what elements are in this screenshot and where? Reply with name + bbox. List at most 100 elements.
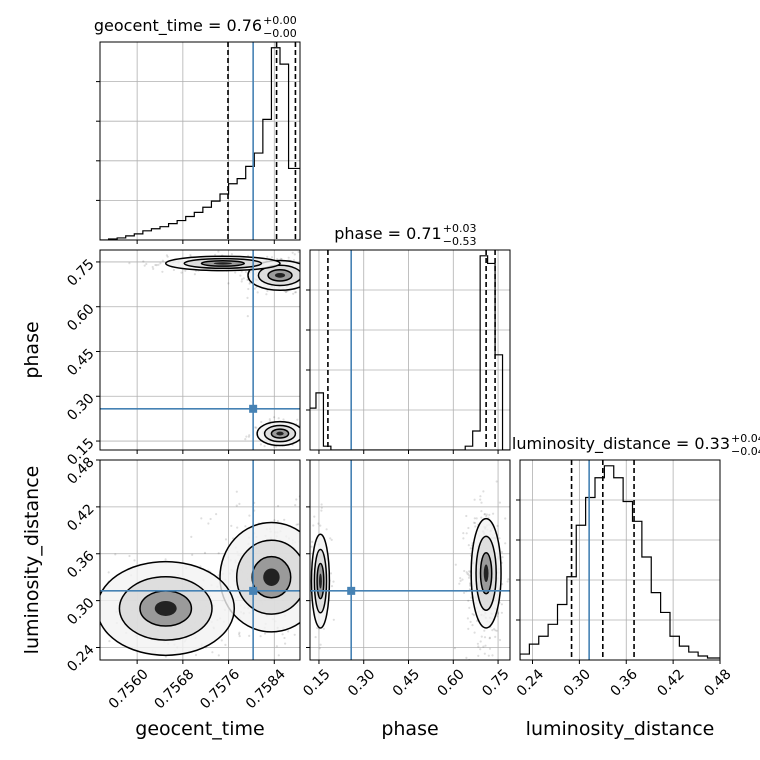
scatter-point [287, 630, 290, 633]
scatter-point [495, 480, 498, 483]
scatter-point [93, 571, 95, 573]
scatter-point [302, 579, 304, 581]
scatter-point [303, 276, 305, 278]
scatter-point [72, 640, 74, 642]
density-peak [213, 262, 233, 265]
scatter-point [307, 545, 309, 547]
scatter-point [500, 611, 503, 614]
scatter-point [154, 263, 157, 267]
scatter-point [235, 490, 238, 493]
scatter-point [487, 654, 490, 657]
scatter-point [193, 273, 196, 276]
hist-step-phase [310, 255, 510, 450]
scatter-point [165, 254, 168, 257]
scatter-point [472, 521, 476, 524]
scatter-point [304, 549, 306, 551]
scatter-point [307, 644, 309, 646]
scatter-point [465, 571, 468, 574]
scatter-point [164, 655, 167, 658]
density-peak [319, 573, 322, 589]
scatter-point [305, 543, 307, 545]
scatter-point [248, 282, 251, 285]
scatter-point [491, 629, 494, 632]
scatter-point [306, 449, 308, 451]
scatter-point [305, 270, 307, 272]
scatter-point [276, 257, 279, 261]
scatter-point [320, 441, 322, 443]
title-phase: phase = 0.71 [334, 224, 441, 243]
scatter-point [480, 501, 483, 504]
scatter-points [128, 250, 322, 451]
title-plus-luminosity_distance: +0.04 [731, 432, 760, 445]
scatter-point [302, 279, 304, 281]
scatter-point [246, 315, 249, 318]
scatter-point [472, 614, 475, 617]
scatter-point [314, 272, 316, 274]
scatter-point [485, 515, 488, 518]
scatter-point [302, 489, 304, 491]
scatter-point [96, 621, 98, 623]
scatter-point [247, 287, 250, 291]
scatter-point [316, 272, 318, 274]
scatter-point [255, 426, 258, 429]
scatter-point [303, 423, 305, 425]
scatter-point [483, 513, 487, 516]
joint-geocent_time-phase [100, 250, 322, 451]
scatter-point [334, 608, 336, 610]
scatter-point [215, 513, 218, 516]
scatter-point [306, 559, 308, 561]
scatter-point [345, 578, 347, 580]
scatter-point [247, 664, 249, 666]
scatter-point [468, 570, 471, 573]
scatter-point [266, 255, 269, 258]
scatter-point [191, 553, 194, 557]
scatter-point [263, 445, 266, 448]
density-peak [276, 431, 284, 436]
scatter-point [133, 559, 136, 562]
scatter-point [301, 607, 303, 609]
scatter-point [467, 627, 470, 631]
scatter-point [310, 545, 313, 548]
scatter-point [325, 528, 328, 531]
scatter-point [253, 713, 255, 715]
y-tick-label: 0.75 [64, 256, 97, 289]
scatter-point [483, 513, 486, 516]
scatter-point [240, 280, 243, 283]
scatter-point [495, 629, 498, 632]
scatter-point [302, 426, 304, 428]
joint-frame [99, 249, 301, 451]
scatter-point [480, 510, 483, 513]
scatter-point [482, 645, 485, 648]
scatter-point [108, 640, 111, 643]
scatter-point [304, 575, 306, 577]
scatter-point [491, 654, 494, 657]
scatter-point [352, 573, 354, 575]
density-peak [263, 568, 280, 586]
scatter-point [259, 635, 262, 638]
scatter-point [304, 277, 306, 279]
scatter-point [306, 641, 308, 643]
scatter-point [468, 588, 471, 591]
scatter-point [301, 423, 303, 425]
scatter-point [217, 250, 220, 253]
scatter-point [313, 273, 315, 275]
scatter-point [335, 569, 337, 571]
scatter-point [468, 574, 471, 577]
y-axis-label-phase: phase [21, 321, 43, 378]
scatter-point [304, 551, 306, 553]
scatter-point [332, 618, 335, 621]
x-tick-label: 0.75 [479, 666, 512, 699]
scatter-point [166, 255, 169, 258]
scatter-point [329, 537, 332, 540]
density-peak [274, 272, 286, 278]
scatter-point [496, 612, 500, 616]
scatter-point [279, 257, 282, 260]
scatter-point [488, 637, 491, 640]
scatter-point [479, 498, 482, 501]
x-tick-label: 0.7584 [243, 666, 289, 712]
scatter-point [302, 265, 304, 267]
scatter-point [332, 580, 335, 583]
scatter-point [458, 582, 461, 585]
scatter-point [265, 293, 268, 296]
scatter-point [268, 418, 271, 421]
